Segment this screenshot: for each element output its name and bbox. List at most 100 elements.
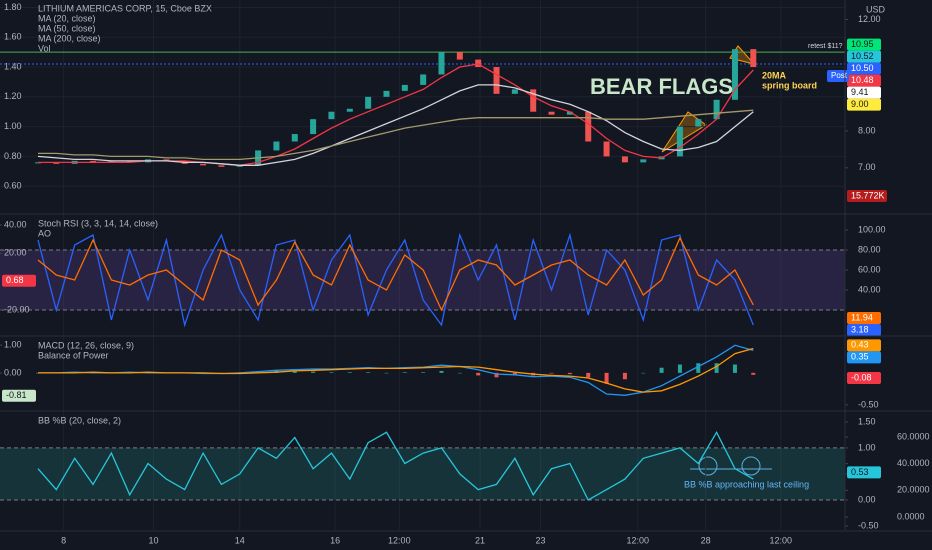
series-line [38, 347, 754, 393]
candle [621, 156, 628, 163]
candle [108, 160, 115, 163]
legend-entry: MA (20, close) [38, 13, 96, 23]
y-tick-label: 40.0000 [897, 458, 930, 468]
price-tag-label: 0.68 [6, 275, 24, 285]
legend-entry: MA (200, close) [38, 33, 101, 43]
legend-title: MACD (12, 26, close, 9) [38, 340, 134, 350]
histogram-bar [732, 364, 737, 373]
price-tag-label: 11.94 [851, 312, 873, 322]
histogram-bar [292, 371, 297, 373]
price-tag [847, 74, 881, 87]
y-tick-label: 1.80 [4, 2, 22, 12]
y-tick-label: 1.60 [4, 32, 22, 42]
y-tick-label: 100.00 [858, 224, 886, 234]
y-tick-label: 0.0000 [897, 511, 925, 521]
histogram-bar [751, 372, 756, 375]
price-tag [847, 38, 881, 51]
y-tick-label: 1.20 [4, 91, 22, 101]
candle [603, 141, 610, 157]
candle [365, 96, 372, 109]
histogram-bar [384, 372, 389, 374]
y-tick-label: 40.00 [4, 219, 27, 229]
price-tag [2, 274, 36, 287]
histogram-bar [567, 372, 572, 375]
candle [530, 89, 537, 112]
series-line [38, 109, 754, 161]
legend-title: Stoch RSI (3, 3, 14, 14, close) [38, 218, 158, 228]
band [0, 447, 845, 500]
y-tick-label: -20.00 [4, 305, 30, 315]
candle [566, 111, 573, 115]
candle [640, 159, 647, 163]
legend-entry: MA (50, close) [38, 23, 96, 33]
candle [713, 99, 720, 120]
candle [126, 160, 133, 163]
histogram-bar [439, 370, 444, 373]
histogram-bar [659, 367, 664, 373]
candle [585, 111, 592, 142]
y-tick-label: 0.80 [4, 151, 22, 161]
annotation: Post [831, 71, 848, 80]
candle [676, 126, 683, 157]
candle [695, 119, 702, 127]
candle [273, 141, 280, 151]
histogram-bar [641, 372, 646, 374]
x-tick-label: 12:00 [626, 535, 649, 545]
candle [511, 89, 518, 94]
y-tick-label: 0.00 [858, 494, 876, 504]
candle [163, 159, 170, 161]
y-tick-label: 8.00 [858, 125, 876, 135]
price-tag-label: 3.18 [851, 324, 869, 334]
series-line [37, 430, 754, 501]
histogram-bar [494, 372, 499, 378]
y-tick-label: 20.0000 [897, 485, 930, 495]
x-tick-label: 12:00 [388, 535, 411, 545]
x-tick-label: 21 [475, 535, 485, 545]
price-tag [847, 62, 881, 75]
price-tag-label: 0.43 [851, 340, 869, 350]
legend-title: LITHIUM AMERICAS CORP, 15, Cboe BZX [38, 3, 212, 13]
price-tag-label: -0.08 [851, 372, 872, 382]
price-tag-label: -0.81 [6, 390, 27, 400]
x-tick-label: 16 [330, 535, 340, 545]
price-tag-label: 10.95 [851, 39, 874, 49]
annotation: BEAR FLAGS [590, 74, 733, 99]
candle [310, 119, 317, 135]
histogram-bar [347, 372, 352, 373]
x-tick-label: 8 [61, 535, 66, 545]
histogram-bar [311, 371, 316, 373]
price-tag [847, 98, 881, 111]
x-tick-label: 10 [149, 535, 159, 545]
series-line [37, 236, 754, 312]
histogram-bar [457, 372, 462, 374]
candle [420, 74, 427, 85]
y-tick-label: 1.40 [4, 61, 22, 71]
histogram-bar [622, 372, 627, 380]
price-tag [847, 339, 881, 352]
candle [218, 165, 225, 167]
flag-shape [661, 111, 707, 153]
histogram-bar [421, 372, 426, 373]
histogram-bar [512, 372, 517, 376]
x-tick-label: 14 [235, 535, 245, 545]
legend-entry: Vol [38, 43, 51, 53]
legend-title: BB %B (20, close, 2) [38, 415, 121, 425]
candle [548, 111, 555, 115]
legend-entry: Balance of Power [38, 350, 109, 360]
series-line [37, 232, 754, 328]
histogram-bar [329, 372, 334, 373]
annotation: spring board [762, 80, 817, 90]
y-tick-label: 1.00 [4, 121, 22, 131]
y-tick-label: -0.50 [858, 399, 879, 409]
price-tag-label: 9.00 [851, 99, 869, 109]
price-tag [847, 351, 881, 364]
annotation: BB %B approaching last ceiling [684, 479, 809, 489]
price-tag [847, 312, 881, 325]
y-tick-label: 80.00 [858, 244, 881, 254]
x-tick-label: 28 [701, 535, 711, 545]
candle [383, 90, 390, 97]
y-tick-label: 1.50 [858, 416, 876, 426]
candle [291, 134, 298, 142]
candle [401, 84, 408, 91]
histogram-bar [604, 372, 609, 384]
